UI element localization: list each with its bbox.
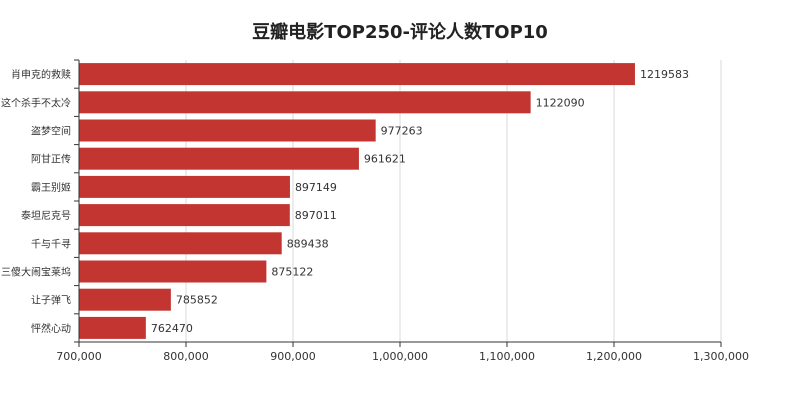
value-label: 897149 bbox=[295, 181, 337, 194]
value-label: 897011 bbox=[295, 209, 337, 222]
bar bbox=[79, 119, 376, 142]
x-tick-label: 700,000 bbox=[56, 350, 102, 363]
category-label: 千与千寻 bbox=[31, 238, 71, 250]
category-label: 怦然心动 bbox=[31, 322, 71, 335]
category-label: 阿甘正传 bbox=[31, 153, 71, 166]
bar-layer bbox=[79, 63, 635, 339]
value-label: 1219583 bbox=[640, 68, 689, 81]
x-tick-label: 1,100,000 bbox=[479, 350, 535, 363]
axis-layer bbox=[74, 59, 722, 347]
bar bbox=[79, 288, 171, 311]
bar bbox=[79, 175, 290, 198]
x-tick-label: 1,300,000 bbox=[693, 350, 749, 363]
chart-title: 豆瓣电影TOP250-评论人数TOP10 bbox=[252, 21, 548, 43]
category-label: 霸王别姬 bbox=[31, 181, 71, 194]
category-label: 让子弹飞 bbox=[31, 294, 71, 307]
category-label: 这个杀手不太冷 bbox=[1, 96, 71, 109]
category-label: 三傻大闹宝莱坞 bbox=[1, 266, 71, 279]
x-tick-label: 1,200,000 bbox=[586, 350, 642, 363]
label-layer: 700,000 800,000 900,000 1,000,000 1,100,000 1… bbox=[1, 68, 749, 363]
bar bbox=[79, 260, 267, 283]
category-label: 肖申克的救赎 bbox=[11, 68, 71, 81]
bar bbox=[79, 204, 290, 227]
value-label: 785852 bbox=[176, 294, 218, 307]
value-label: 1122090 bbox=[536, 96, 585, 109]
bar bbox=[79, 63, 635, 86]
x-tick-label: 800,000 bbox=[163, 350, 209, 363]
bar bbox=[79, 91, 531, 114]
bar bbox=[79, 316, 146, 339]
value-label: 961621 bbox=[364, 153, 406, 166]
x-tick-label: 900,000 bbox=[270, 350, 316, 363]
bar bbox=[79, 147, 359, 170]
x-tick-label: 1,000,000 bbox=[372, 350, 428, 363]
category-label: 泰坦尼克号 bbox=[21, 209, 71, 222]
value-label: 977263 bbox=[381, 125, 423, 138]
category-label: 盗梦空间 bbox=[31, 125, 71, 138]
value-label: 889438 bbox=[287, 237, 329, 250]
value-label: 762470 bbox=[151, 322, 193, 335]
bar bbox=[79, 232, 282, 255]
value-label: 875122 bbox=[271, 266, 313, 279]
